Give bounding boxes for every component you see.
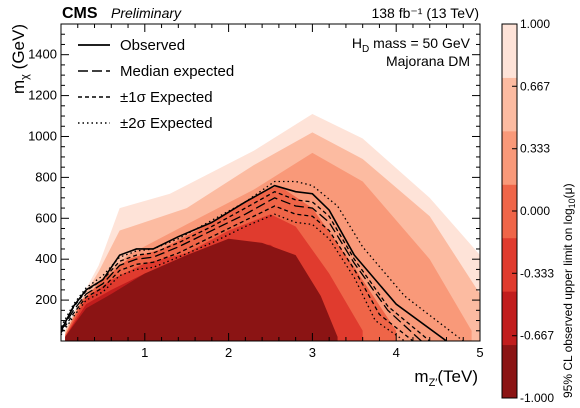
colorbar-segment	[502, 344, 517, 399]
limit-regions	[61, 24, 480, 341]
colorbar-segment	[502, 291, 517, 346]
colorbar-tick-label: 0.333	[520, 142, 550, 156]
x-tick-label: 4	[393, 345, 400, 360]
limit-region-6	[65, 238, 338, 341]
x-label-sub: Z′	[429, 377, 438, 389]
hd-main: H	[352, 35, 362, 51]
cb-title-main: 95% CL observed upper limit on log	[561, 208, 575, 398]
x-label-unit: (TeV)	[437, 367, 478, 386]
y-label-sub: χ	[19, 74, 31, 80]
colorbar-segment	[502, 24, 517, 78]
legend: Observed Median expected ±1σ Expected ±2σ E…	[78, 37, 234, 132]
colorbar: -1.000 -0.667 -0.333 0.000 0.333 0.667 1.000	[501, 17, 554, 405]
cb-title-rest: (μ)	[561, 183, 575, 198]
y-tick-label: 200	[35, 292, 57, 307]
x-tick-label: 3	[309, 345, 316, 360]
colorbar-tick-label: -0.333	[520, 266, 554, 280]
contour-dotted-5	[61, 213, 405, 341]
colorbar-tick-label: -1.000	[520, 391, 554, 405]
y-tick-label: 1400	[28, 47, 57, 62]
colorbar-segment	[502, 184, 517, 239]
colorbar-tick-label: -0.667	[520, 329, 554, 343]
contour-dashed-3	[61, 205, 414, 341]
legend-label: Median expected	[120, 63, 234, 80]
status-label: Preliminary	[111, 5, 182, 21]
annotation: HD mass = 50 GeV Majorana DM	[352, 35, 471, 69]
dm-type-annotation: Majorana DM	[386, 53, 470, 69]
y-tick-label: 400	[35, 251, 57, 266]
hd-sub: D	[362, 44, 369, 55]
cms-header: CMS Preliminary 138 fb⁻¹ (13 TeV)	[62, 5, 479, 22]
y-tick-label: 800	[35, 169, 57, 184]
y-tick-label: 1000	[28, 128, 57, 143]
colorbar-tick-label: 0.000	[520, 204, 550, 218]
colorbar-segment	[502, 130, 517, 185]
hd-rest: mass = 50 GeV	[369, 35, 470, 51]
axes: 1 2 3 4 5 200 400 600 800 1000 1200 1400	[28, 23, 484, 360]
y-axis-label: mχ (GeV)	[9, 24, 31, 94]
contour-dashed-2	[61, 190, 431, 341]
legend-label: ±2σ Expected	[120, 115, 213, 132]
limit-contours	[61, 180, 464, 341]
colorbar-segment	[502, 77, 517, 132]
colorbar-segment	[502, 237, 517, 292]
x-tick-label: 1	[141, 345, 148, 360]
x-tick-label: 2	[225, 345, 232, 360]
y-label-unit: (GeV)	[9, 24, 28, 74]
x-tick-label: 5	[476, 345, 483, 360]
legend-label: ±1σ Expected	[120, 89, 213, 106]
x-axis-label: mZ′(TeV)	[414, 367, 478, 389]
mediator-mass-annotation: HD mass = 50 GeV	[352, 35, 471, 55]
cb-title-sub: 10	[567, 198, 577, 208]
lumi-label: 138 fb⁻¹ (13 TeV)	[371, 5, 479, 21]
x-label-main: m	[414, 367, 428, 386]
legend-label: Observed	[120, 37, 185, 54]
plot-frame	[60, 23, 481, 342]
colorbar-tick-label: 0.667	[520, 79, 550, 93]
colorbar-tick-label: 1.000	[520, 17, 550, 31]
experiment-label: CMS	[62, 5, 98, 22]
y-tick-label: 1200	[28, 88, 57, 103]
colorbar-title: 95% CL observed upper limit on log10(μ)	[561, 183, 577, 398]
y-tick-label: 600	[35, 210, 57, 225]
contour-longdash-1	[61, 197, 422, 341]
y-label-main: m	[9, 80, 28, 94]
